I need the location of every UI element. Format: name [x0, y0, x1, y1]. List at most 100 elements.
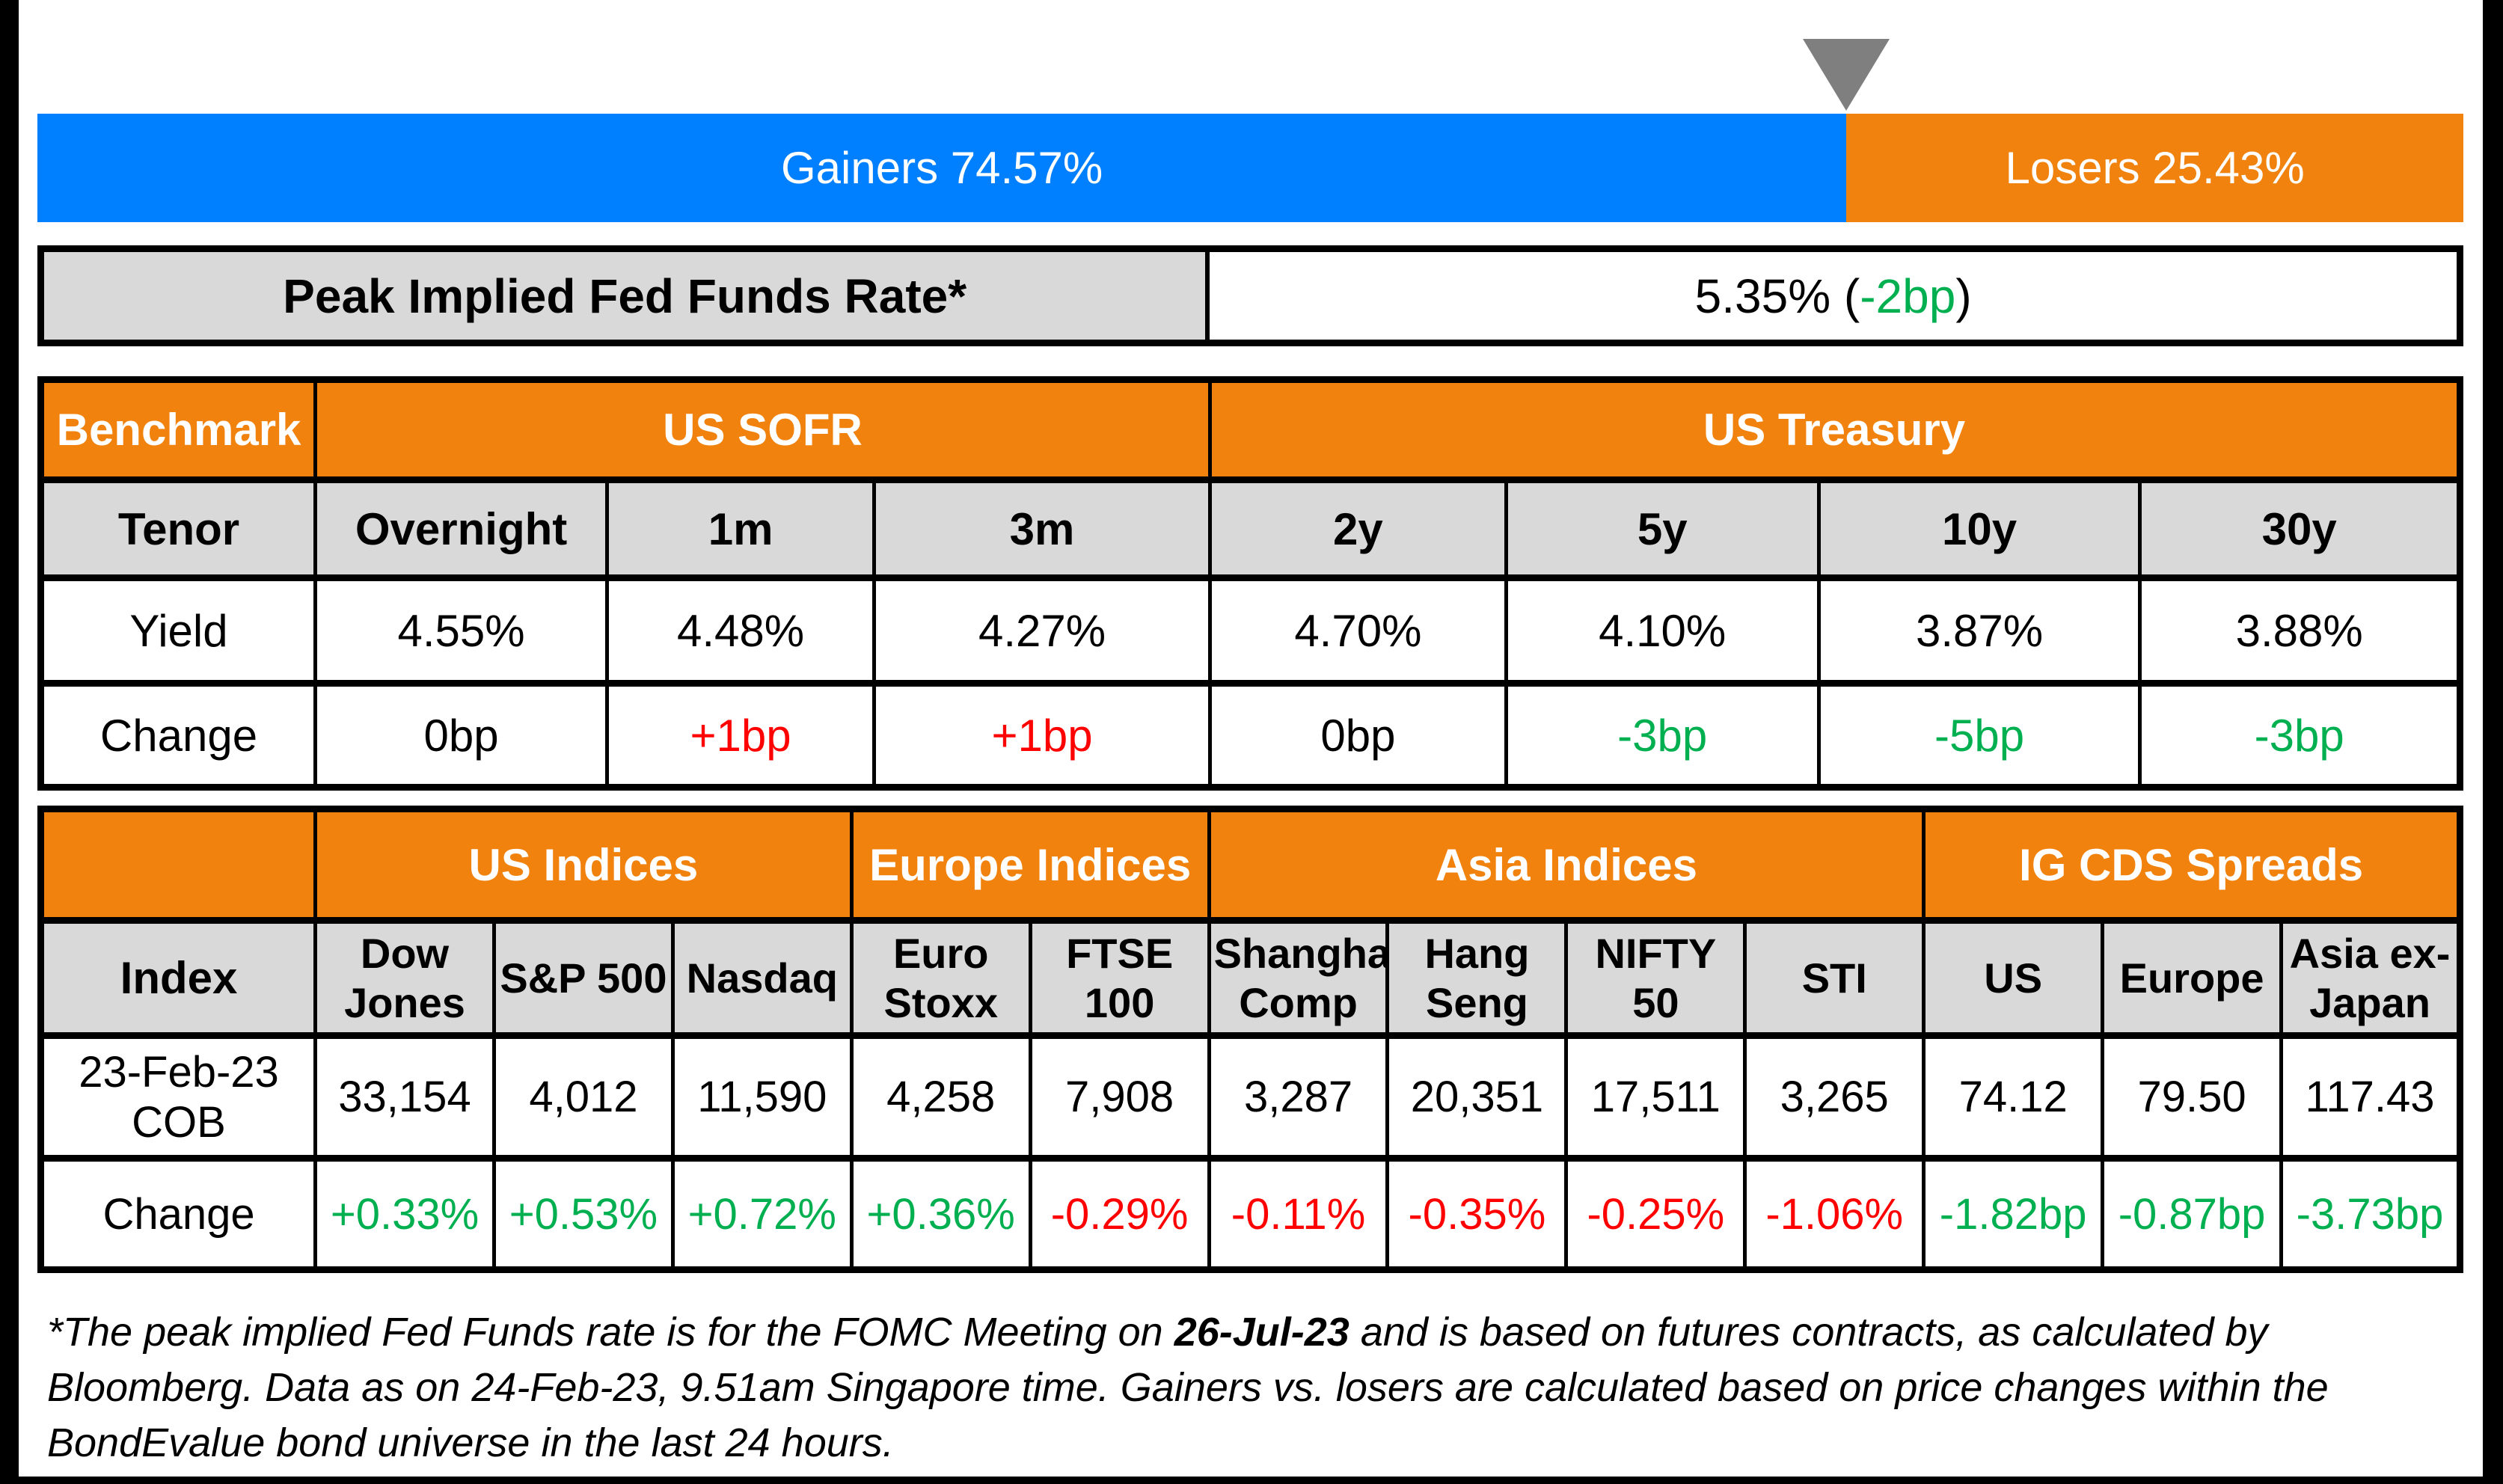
close-values-row: 23-Feb-23 COB 33,154 4,012 11,590 4,258 … — [38, 1032, 2462, 1162]
tenor-col-head: 2y — [1207, 476, 1508, 581]
change-cell: -0.35% — [1385, 1155, 1569, 1273]
tenor-col-head: 5y — [1504, 476, 1821, 581]
change-cell: +1bp — [605, 680, 877, 791]
tenor-col-head: 30y — [2138, 476, 2462, 581]
change-cell: -5bp — [1816, 680, 2142, 791]
tenor-col-head: 1m — [605, 476, 877, 581]
value-cell: 7,908 — [1028, 1032, 1211, 1162]
tenor-col-head: Overnight — [313, 476, 610, 581]
change-cell: -3.73bp — [2279, 1155, 2462, 1273]
tenor-col-head: 3m — [872, 476, 1212, 581]
gainers-bar-segment: Gainers 74.57% — [37, 114, 1847, 222]
yield-cell: 4.10% — [1504, 574, 1821, 687]
left-edge-bar — [0, 0, 19, 1484]
index-name-row: Index Dow Jones S&P 500 Nasdaq Euro Stox… — [38, 917, 2462, 1039]
yield-row: Yield 4.55% 4.48% 4.27% 4.70% 4.10% 3.87… — [38, 574, 2462, 687]
change-cell: +1bp — [872, 680, 1212, 791]
indices-corner-cell — [38, 806, 318, 924]
value-cell: 117.43 — [2279, 1032, 2462, 1162]
tenor-col-head: 10y — [1816, 476, 2142, 581]
value-cell: 3,265 — [1743, 1032, 1926, 1162]
losers-bar-segment: Losers 25.43% — [1846, 114, 2463, 222]
footnote: *The peak implied Fed Funds rate is for … — [47, 1304, 2471, 1471]
indices-change-row: Change +0.33% +0.53% +0.72% +0.36% -0.29… — [38, 1155, 2462, 1273]
value-cell: 17,511 — [1564, 1032, 1747, 1162]
group-us-indices: US Indices — [313, 806, 854, 924]
value-cell: 33,154 — [313, 1032, 496, 1162]
value-cell: 20,351 — [1385, 1032, 1569, 1162]
bottom-border-rule — [0, 1477, 2503, 1484]
index-col-head: STI — [1743, 917, 1926, 1039]
gainers-label: Gainers 74.57% — [781, 143, 1103, 193]
yield-cell: 4.55% — [313, 574, 610, 687]
index-col-head: Dow Jones — [313, 917, 496, 1039]
value-cell: 11,590 — [670, 1032, 854, 1162]
benchmark-table: Benchmark US SOFR US Treasury Tenor Over… — [37, 376, 2463, 791]
footnote-bold-date: 26-Jul-23 — [1174, 1310, 1349, 1355]
yield-cell: 4.27% — [872, 574, 1212, 687]
yield-row-label: Yield — [38, 574, 318, 687]
yield-cell: 4.48% — [605, 574, 877, 687]
benchmark-change-row: Change 0bp +1bp +1bp 0bp -3bp -5bp -3bp — [38, 680, 2462, 791]
indices-table: US Indices Europe Indices Asia Indices I… — [37, 806, 2463, 1273]
change-cell: -0.25% — [1564, 1155, 1747, 1273]
index-col-head: US — [1922, 917, 2105, 1039]
tenor-row-label: Tenor — [38, 476, 318, 581]
change-cell: 0bp — [313, 680, 610, 791]
close-row-label: 23-Feb-23 COB — [38, 1032, 318, 1162]
split-pointer-icon — [1803, 39, 1890, 111]
group-us-sofr: US SOFR — [313, 376, 1212, 483]
change-cell: +0.72% — [670, 1155, 854, 1273]
benchmark-corner-cell: Benchmark — [38, 376, 318, 483]
index-col-head: Euro Stoxx — [849, 917, 1032, 1039]
indices-header-row: US Indices Europe Indices Asia Indices I… — [38, 806, 2462, 924]
right-edge-bar — [2483, 0, 2503, 1484]
group-asia-indices: Asia Indices — [1207, 806, 1926, 924]
value-cell: 4,258 — [849, 1032, 1032, 1162]
value-cell: 3,287 — [1207, 1032, 1390, 1162]
footnote-line-1: *The peak implied Fed Funds rate is for … — [47, 1304, 2471, 1360]
yield-cell: 4.70% — [1207, 574, 1508, 687]
value-cell: 4,012 — [491, 1032, 675, 1162]
index-col-head: Europe — [2101, 917, 2284, 1039]
footnote-line-3: BondEvalue bond universe in the last 24 … — [47, 1420, 894, 1465]
group-us-treasury: US Treasury — [1207, 376, 2463, 483]
change-cell: +0.53% — [491, 1155, 675, 1273]
peak-rate-value: 5.35% ( — [1694, 269, 1860, 323]
change-cell: -1.82bp — [1922, 1155, 2105, 1273]
peak-fed-funds-label: Peak Implied Fed Funds Rate* — [44, 252, 1210, 340]
gainers-losers-bar: Gainers 74.57% Losers 25.43% — [37, 114, 2463, 222]
peak-fed-funds-row: Peak Implied Fed Funds Rate* 5.35% (-2bp… — [37, 245, 2463, 346]
change-cell: -0.87bp — [2101, 1155, 2284, 1273]
change-cell: -0.29% — [1028, 1155, 1211, 1273]
losers-label: Losers 25.43% — [2005, 143, 2305, 193]
group-ig-cds-spreads: IG CDS Spreads — [1922, 806, 2462, 924]
yield-cell: 3.88% — [2138, 574, 2462, 687]
change-row-label: Change — [38, 680, 318, 791]
footnote-line-2: Bloomberg. Data as on 24-Feb-23, 9.51am … — [47, 1365, 2329, 1410]
index-col-head: Hang Seng — [1385, 917, 1569, 1039]
value-cell: 74.12 — [1922, 1032, 2105, 1162]
peak-rate-close-paren: ) — [1955, 269, 1972, 323]
change-cell: -3bp — [1504, 680, 1821, 791]
index-row-label: Index — [38, 917, 318, 1039]
change-row-label: Change — [38, 1155, 318, 1273]
change-cell: +0.36% — [849, 1155, 1032, 1273]
change-cell: -3bp — [2138, 680, 2462, 791]
index-col-head: Nasdaq — [670, 917, 854, 1039]
change-cell: 0bp — [1207, 680, 1508, 791]
index-col-head: Shanghai Comp — [1207, 917, 1390, 1039]
value-cell: 79.50 — [2101, 1032, 2284, 1162]
change-cell: +0.33% — [313, 1155, 496, 1273]
index-col-head: FTSE 100 — [1028, 917, 1211, 1039]
change-cell: -1.06% — [1743, 1155, 1926, 1273]
footnote-text: and is based on futures contracts, as ca… — [1349, 1310, 2268, 1355]
benchmark-header-row: Benchmark US SOFR US Treasury — [38, 376, 2463, 483]
yield-cell: 3.87% — [1816, 574, 2142, 687]
index-col-head: S&P 500 — [491, 917, 675, 1039]
index-col-head: Asia ex- Japan — [2279, 917, 2462, 1039]
index-col-head: NIFTY 50 — [1564, 917, 1747, 1039]
peak-rate-change: -2bp — [1860, 269, 1956, 323]
footnote-text: *The peak implied Fed Funds rate is for … — [47, 1310, 1174, 1355]
